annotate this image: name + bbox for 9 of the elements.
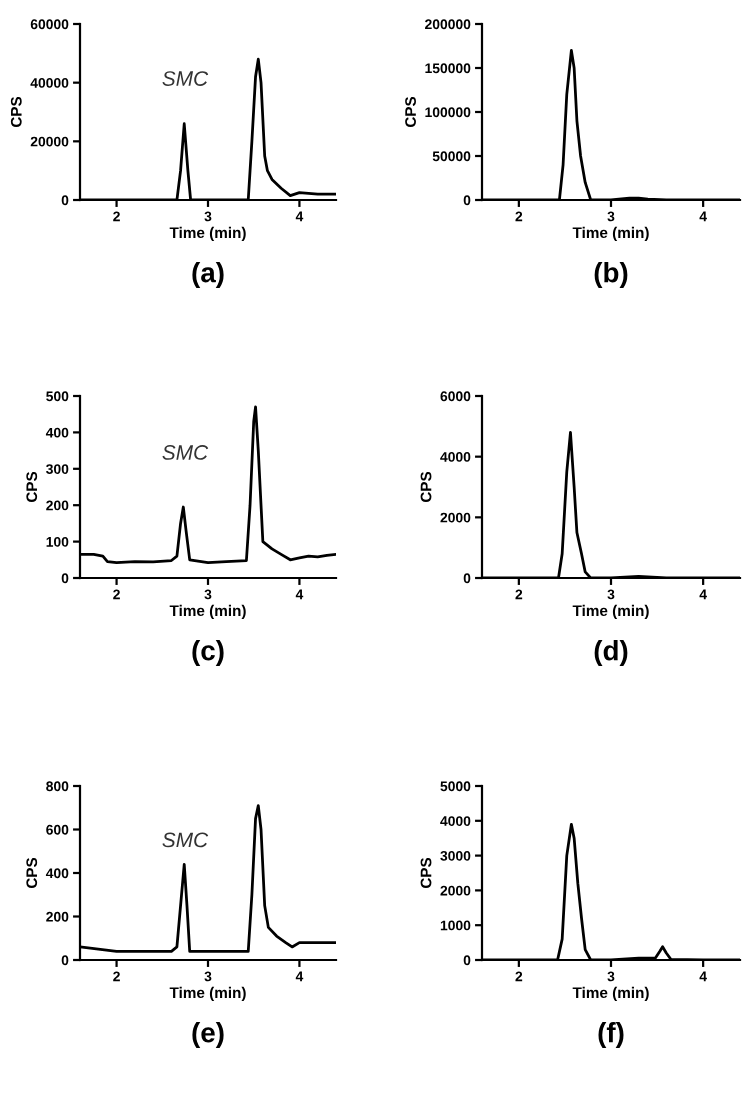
text: (a) — [192, 262, 224, 288]
annotation: SMC — [162, 445, 209, 460]
annotation: SMC — [162, 71, 209, 86]
text: (f) — [598, 1022, 624, 1048]
annotation: SMC — [162, 832, 209, 848]
text: (b) — [594, 262, 628, 288]
text: (d) — [594, 640, 628, 666]
text: (c) — [192, 640, 224, 666]
text: (e) — [192, 1022, 224, 1048]
